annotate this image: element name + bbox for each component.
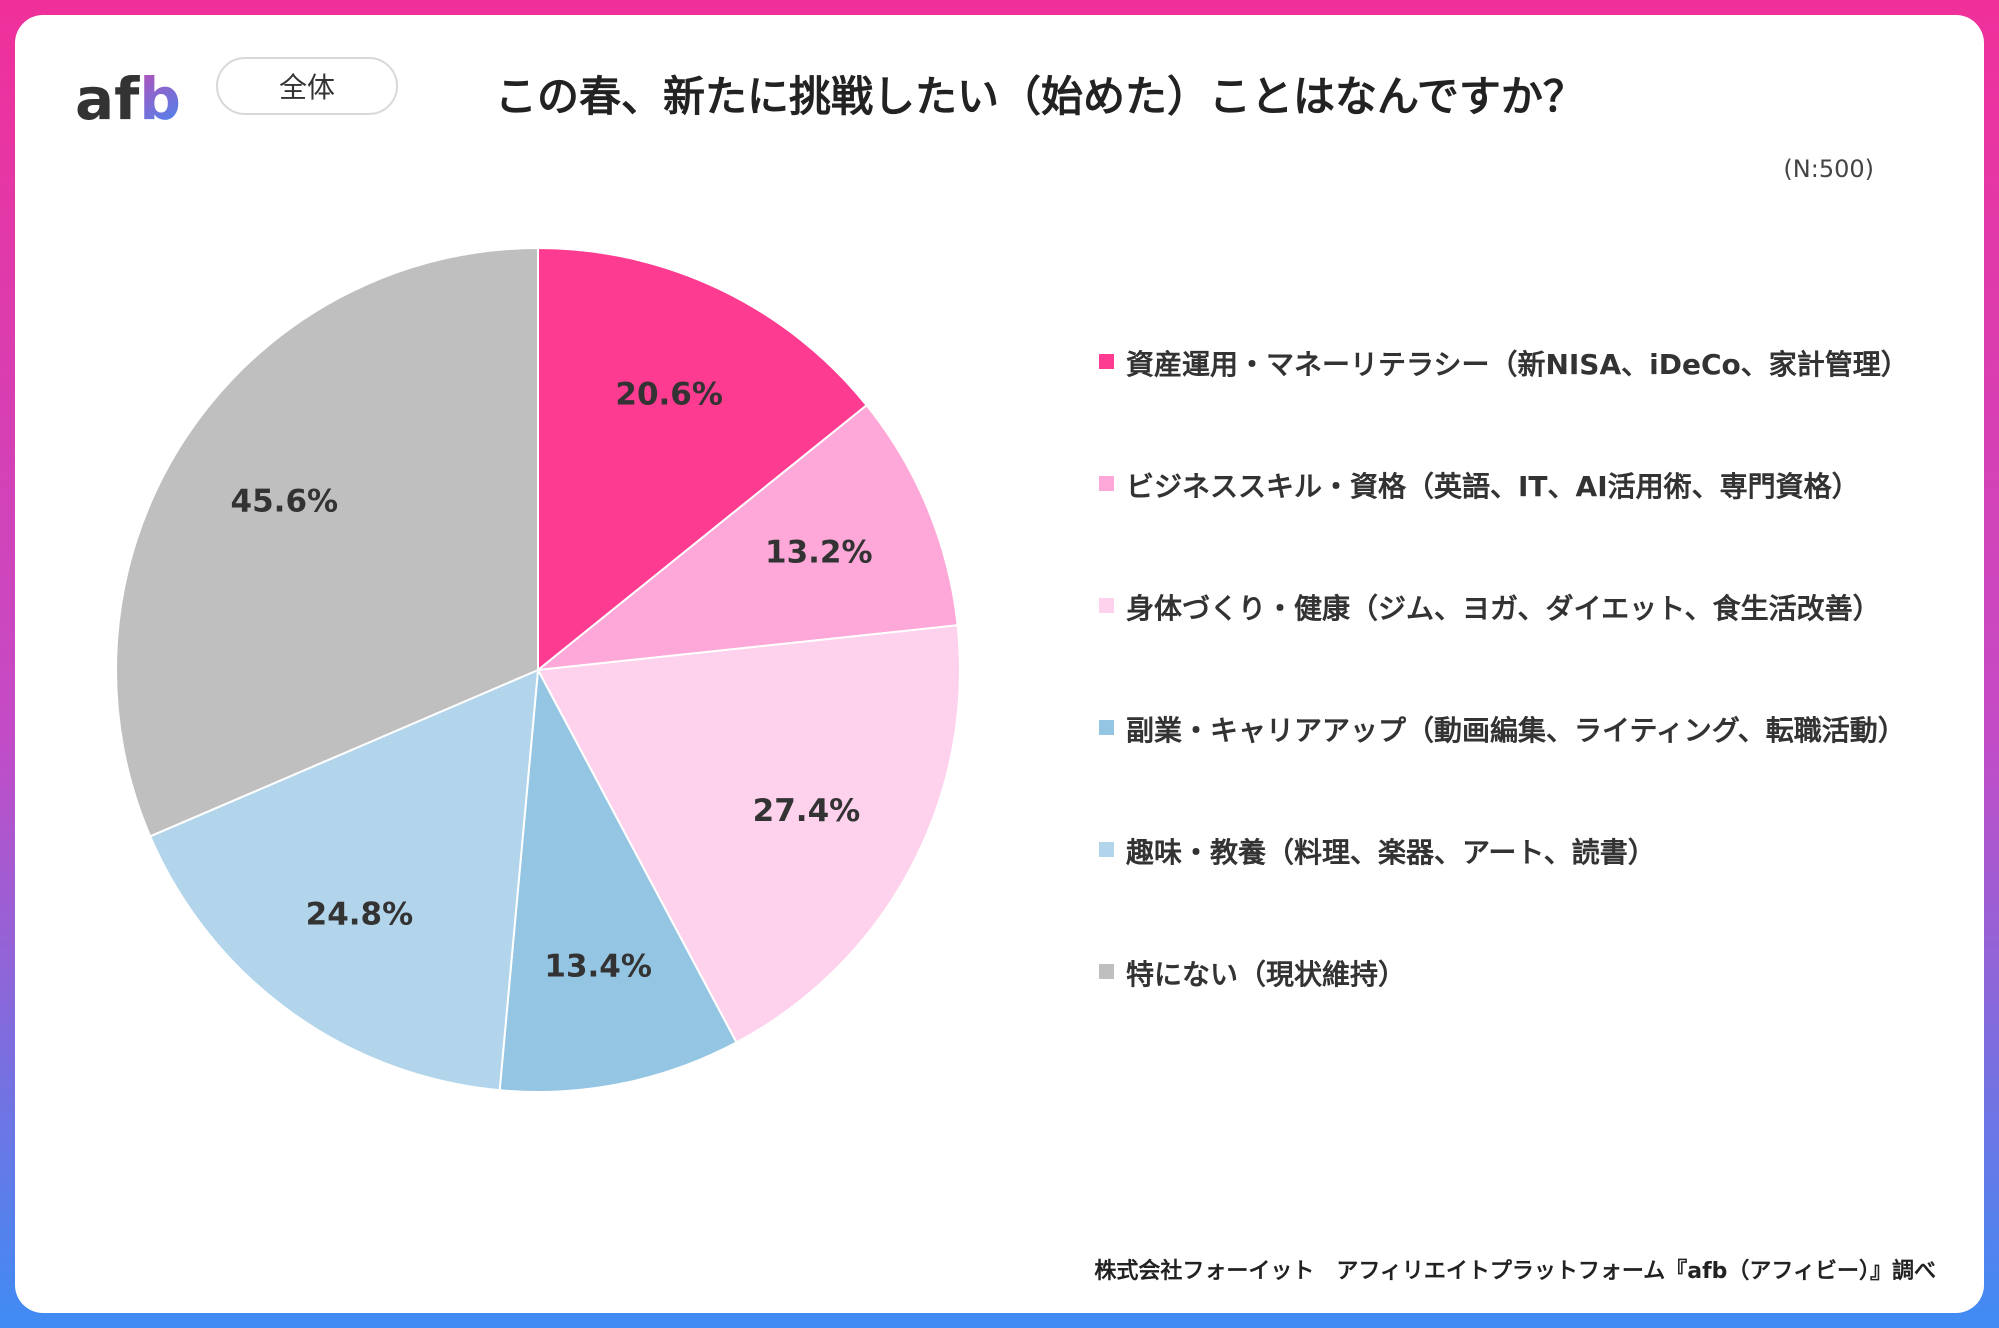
pie-label-4: 13.4% (544, 948, 652, 984)
legend-swatch (1099, 476, 1114, 491)
chart-card: afb 全体 この春、新たに挑戦したい（始めた）ことはなんですか？ (N:500… (15, 15, 1984, 1313)
pie-slice-2 (534, 403, 959, 672)
legend-swatch (1099, 598, 1114, 613)
legend-label: ビジネススキル・資格（英語、IT、AI活用術、専門資格） (1126, 470, 1860, 503)
legend-item: 特にない（現状維持） (1099, 950, 1959, 1000)
pie-slice-1 (537, 246, 869, 673)
legend-item: 身体づくり・健康（ジム、ヨガ、ダイエット、食生活改善） (1099, 584, 1959, 634)
afb-logo-icon: afb (75, 65, 181, 133)
legend-swatch (1099, 720, 1114, 735)
logo-af-text: afb (75, 65, 181, 133)
legend-swatch (1099, 354, 1114, 369)
pie-label-3: 27.4% (753, 793, 861, 829)
legend-swatch (1099, 842, 1114, 857)
pie-slice-6 (115, 246, 539, 838)
pie-slice-5 (148, 668, 540, 1092)
pie-slice-3 (536, 624, 961, 1044)
pie-label-1: 20.6% (615, 376, 723, 412)
legend-label: 資産運用・マネーリテラシー（新NISA、iDeCo、家計管理） (1126, 348, 1909, 381)
legend-label: 身体づくり・健康（ジム、ヨガ、ダイエット、食生活改善） (1126, 592, 1881, 625)
pie-label-6: 45.6% (231, 483, 339, 519)
pie-label-2: 13.2% (765, 534, 873, 570)
legend-item: 副業・キャリアアップ（動画編集、ライティング、転職活動） (1099, 706, 1959, 756)
legend-label: 副業・キャリアアップ（動画編集、ライティング、転職活動） (1126, 714, 1906, 747)
legend-item: 資産運用・マネーリテラシー（新NISA、iDeCo、家計管理） (1099, 340, 1959, 390)
legend-label: 特にない（現状維持） (1126, 958, 1407, 991)
legend-swatch (1099, 964, 1114, 979)
legend-item: 趣味・教養（料理、楽器、アート、読書） (1099, 828, 1959, 878)
chart-title: この春、新たに挑戦したい（始めた）ことはなんですか？ (495, 72, 1585, 121)
pie-chart: 20.6% 13.2% 27.4% 13.4% 24.8% 45.6% (115, 246, 961, 1093)
segment-label: 全体 (216, 57, 398, 115)
pie-label-5: 24.8% (306, 896, 414, 932)
source-note: 株式会社フォーイット アフィリエイトプラットフォーム『afb（アフィビー）』調べ (1094, 1259, 1936, 1284)
legend-item: ビジネススキル・資格（英語、IT、AI活用術、専門資格） (1099, 462, 1959, 512)
pie-slice-4 (498, 666, 738, 1093)
sample-size: (N:500) (1783, 155, 1874, 183)
legend-label: 趣味・教養（料理、楽器、アート、読書） (1126, 836, 1656, 869)
